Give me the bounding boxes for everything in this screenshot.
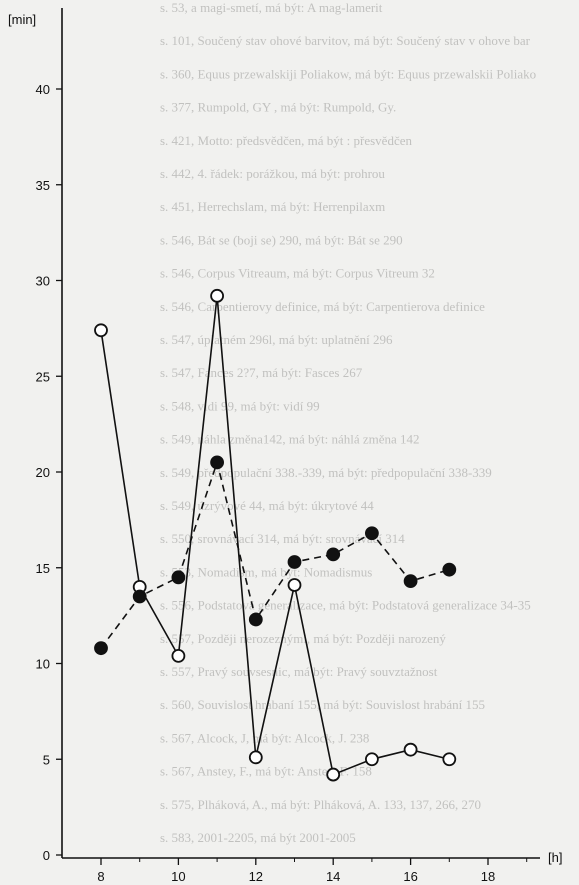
x-tick: 18 (481, 858, 495, 884)
series-line (100, 295, 450, 776)
x-tick: 16 (403, 858, 418, 884)
open-marker (94, 323, 108, 338)
bleed-text-line: s. 549, předpopulační 338.-339, má být: … (160, 465, 492, 480)
y-tick: 35 (36, 178, 62, 193)
bleed-text-line: s. 567, Alcock, J, má být: Alcock, J. 23… (160, 730, 369, 745)
y-tick: 40 (36, 82, 62, 97)
bleed-text-line: s. 546, Carpentierovy definice, má být: … (160, 299, 485, 314)
y-tick-label: 5 (43, 752, 50, 767)
x-tick: 8 (97, 858, 105, 884)
bleed-text-line: s. 377, Rumpold, GY , má být: Rumpold, G… (160, 100, 396, 115)
bleed-text-line: s. 550, srovnávací 314, má být: srovnáva… (160, 531, 405, 546)
open-marker (442, 752, 457, 767)
x-tick-label: 14 (326, 869, 340, 884)
y-tick-label: 20 (36, 465, 50, 480)
filled-marker (287, 555, 302, 569)
y-tick: 10 (36, 657, 62, 672)
bleed-text-line: s. 53, a magi-smetí, má být: A mag-lamer… (160, 0, 383, 15)
bleed-text-line: s. 360, Equus przewalskiji Poliakow, má … (160, 66, 536, 81)
y-tick-label: 10 (36, 657, 50, 672)
y-tick-label: 15 (36, 561, 50, 576)
filled-marker (210, 455, 225, 470)
y-tick-label: 40 (36, 82, 50, 97)
bleed-text-line: s. 451, Herrechslam, má být: Herrenpilax… (160, 199, 385, 214)
open-marker (287, 578, 302, 592)
filled-marker (132, 589, 147, 604)
bleed-text-line: s. 567, Anstey, F., má být: Anstey, F. 1… (160, 764, 372, 779)
y-tick: 15 (36, 561, 62, 576)
x-tick: 10 (171, 858, 186, 884)
x-tick: 12 (249, 858, 263, 884)
filled-marker (326, 547, 341, 562)
open-marker (248, 750, 263, 765)
y-tick: 5 (43, 752, 62, 767)
bleed-text-line: s. 556, Podstatová generalizace, má být:… (160, 598, 531, 613)
filled-marker (171, 570, 186, 585)
x-axis-unit-label: [h] (548, 850, 562, 865)
y-axis-unit-label: [min] (8, 12, 36, 27)
filled-marker (403, 574, 418, 589)
x-tick-label: 8 (97, 869, 104, 884)
bleed-text-line: s. 548, vidi 99, má být: vidí 99 (160, 398, 320, 413)
open-marker (326, 767, 341, 782)
x-tick-label: 18 (481, 869, 495, 884)
y-tick: 25 (36, 369, 62, 384)
bleed-text-line: s. 546, Corpus Vitreaum, má být: Corpus … (160, 266, 435, 281)
bleed-text-line: s. 575, Plháková, A., má být: Plháková, … (160, 797, 481, 812)
filled-marker (442, 562, 457, 577)
open-marker (403, 742, 418, 757)
y-tick-label: 30 (36, 274, 50, 289)
bleed-text-line: s. 557, Později nerozeznými, má být: Poz… (160, 631, 446, 646)
series-1 (94, 288, 457, 782)
open-marker (364, 752, 379, 767)
x-tick: 14 (326, 858, 340, 884)
axes (61, 8, 540, 859)
x-tick-label: 16 (403, 869, 417, 884)
tick-group: 0 5 10 15 20 25 30 35 40 8 10 12 14 16 18 (36, 82, 528, 884)
y-tick-label: 35 (36, 178, 50, 193)
y-tick-label: 0 (43, 848, 50, 863)
y-tick: 20 (36, 465, 62, 480)
bleed-text-line: s. 442, 4. řádek: porážkou, má být: proh… (160, 166, 385, 181)
x-tick-label: 10 (171, 869, 185, 884)
x-tick-label: 12 (249, 869, 263, 884)
y-tick-label: 25 (36, 369, 50, 384)
filled-marker (94, 641, 108, 656)
open-marker (210, 288, 225, 303)
series-layer (94, 288, 457, 782)
bleed-text-line: s. 549, úzrývové 44, má být: úkrytové 44 (160, 498, 374, 513)
bleed-text-line: s. 421, Motto: předsvědčen, má být : pře… (160, 133, 412, 148)
bleed-text-line: s. 553, Nomadism, má být: Nomadismus (160, 564, 372, 579)
bleed-text-line: s. 557, Pravý souvsesnic, má být: Pravý … (160, 664, 438, 679)
y-tick: 0 (43, 848, 62, 863)
filled-marker (248, 612, 263, 627)
bleed-text-line: s. 583, 2001-2205, má být 2001-2005 (160, 830, 356, 845)
bleed-text-line: s. 549, náhla změna142, má být: náhlá zm… (160, 432, 420, 447)
y-tick: 30 (36, 274, 62, 289)
series-2 (94, 455, 457, 656)
open-marker (171, 648, 186, 663)
bleed-text-line: s. 547, úplatném 296l, má být: uplatnění… (160, 332, 393, 347)
filled-marker (364, 526, 379, 541)
background-bleed-text: s. 53, a magi-smetí, má být: A mag-lamer… (160, 0, 536, 845)
series-line (100, 459, 450, 649)
bleed-text-line: s. 101, Součený stav ohové barvitov, má … (160, 33, 531, 48)
bleed-text-line: s. 546, Bát se (boji se) 290, má být: Bá… (160, 232, 403, 247)
bleed-text-line: s. 560, Souvislost hrabaní 155, má být: … (160, 697, 485, 712)
bleed-text-line: s. 547, Fances 2?7, má být: Fasces 267 (160, 365, 363, 380)
